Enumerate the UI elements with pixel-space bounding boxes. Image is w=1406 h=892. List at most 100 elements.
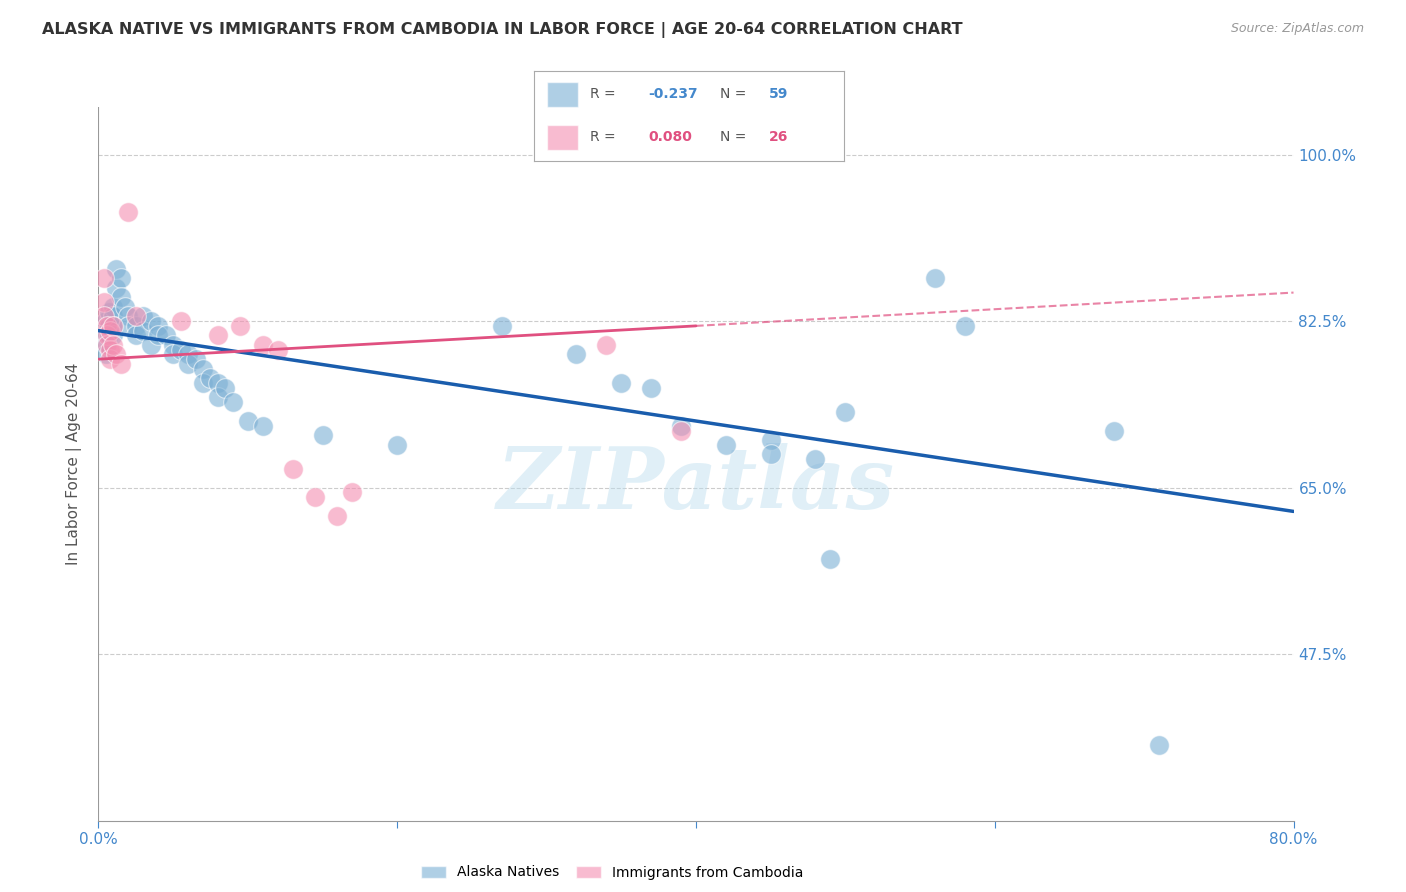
Point bbox=[184, 352, 207, 367]
Point bbox=[97, 318, 120, 333]
FancyBboxPatch shape bbox=[547, 125, 578, 150]
Point bbox=[311, 428, 333, 442]
Text: N =: N = bbox=[720, 130, 751, 144]
Text: Source: ZipAtlas.com: Source: ZipAtlas.com bbox=[1230, 22, 1364, 36]
Point bbox=[132, 310, 155, 324]
Text: N =: N = bbox=[720, 87, 751, 101]
Point bbox=[759, 433, 782, 447]
Point bbox=[110, 271, 132, 285]
Point bbox=[155, 328, 177, 343]
Text: ZIPatlas: ZIPatlas bbox=[496, 443, 896, 527]
Legend: Alaska Natives, Immigrants from Cambodia: Alaska Natives, Immigrants from Cambodia bbox=[416, 860, 808, 885]
Point bbox=[103, 338, 125, 352]
Point bbox=[125, 310, 148, 324]
Point bbox=[110, 290, 132, 304]
Point bbox=[125, 318, 148, 333]
Point bbox=[96, 318, 118, 333]
Point bbox=[304, 490, 326, 504]
Point bbox=[207, 376, 229, 390]
Point bbox=[252, 338, 274, 352]
FancyBboxPatch shape bbox=[547, 82, 578, 107]
Point bbox=[214, 381, 236, 395]
Point bbox=[267, 343, 290, 357]
Point bbox=[169, 343, 191, 357]
Point bbox=[953, 318, 976, 333]
Point bbox=[100, 324, 122, 338]
Point bbox=[207, 390, 229, 404]
Point bbox=[162, 347, 184, 361]
Point bbox=[97, 328, 120, 343]
Point bbox=[94, 347, 117, 361]
Point bbox=[117, 310, 139, 324]
Point bbox=[714, 438, 737, 452]
Point bbox=[105, 347, 128, 361]
Text: 26: 26 bbox=[769, 130, 789, 144]
Point bbox=[342, 485, 364, 500]
Point bbox=[252, 418, 274, 433]
Point bbox=[94, 338, 117, 352]
Point bbox=[229, 318, 252, 333]
Point bbox=[191, 361, 214, 376]
Text: 0.080: 0.080 bbox=[648, 130, 693, 144]
Y-axis label: In Labor Force | Age 20-64: In Labor Force | Age 20-64 bbox=[66, 363, 83, 565]
Point bbox=[114, 300, 136, 314]
Point bbox=[148, 318, 170, 333]
Text: R =: R = bbox=[591, 87, 620, 101]
Point bbox=[191, 376, 214, 390]
Point bbox=[117, 204, 139, 219]
Point bbox=[103, 318, 125, 333]
Point bbox=[207, 328, 229, 343]
Point bbox=[93, 310, 115, 324]
Point bbox=[610, 376, 633, 390]
Point bbox=[491, 318, 513, 333]
Point bbox=[103, 328, 125, 343]
Point bbox=[93, 271, 115, 285]
Point bbox=[93, 295, 115, 310]
Point bbox=[103, 318, 125, 333]
Point bbox=[96, 338, 118, 352]
Point bbox=[565, 347, 588, 361]
Point bbox=[117, 318, 139, 333]
Point bbox=[162, 338, 184, 352]
Point bbox=[281, 461, 304, 475]
Point bbox=[595, 338, 617, 352]
Point bbox=[236, 414, 259, 428]
Point bbox=[222, 395, 245, 409]
Point bbox=[103, 300, 125, 314]
Point bbox=[177, 357, 200, 371]
Point bbox=[100, 343, 122, 357]
Point bbox=[100, 352, 122, 367]
Point bbox=[96, 328, 118, 343]
Point bbox=[105, 261, 128, 276]
Point bbox=[924, 271, 946, 285]
Text: -0.237: -0.237 bbox=[648, 87, 699, 101]
Text: ALASKA NATIVE VS IMMIGRANTS FROM CAMBODIA IN LABOR FORCE | AGE 20-64 CORRELATION: ALASKA NATIVE VS IMMIGRANTS FROM CAMBODI… bbox=[42, 22, 963, 38]
Point bbox=[148, 328, 170, 343]
Point bbox=[177, 347, 200, 361]
Point bbox=[1104, 424, 1126, 438]
Point bbox=[759, 447, 782, 461]
Point bbox=[640, 381, 662, 395]
Point bbox=[1147, 738, 1170, 752]
Point bbox=[105, 281, 128, 295]
Point bbox=[132, 324, 155, 338]
Point bbox=[125, 328, 148, 343]
Point bbox=[804, 452, 827, 467]
Point bbox=[200, 371, 222, 385]
Point bbox=[139, 338, 162, 352]
Point bbox=[110, 357, 132, 371]
Point bbox=[669, 424, 692, 438]
Point bbox=[669, 418, 692, 433]
Point bbox=[820, 552, 842, 566]
Text: R =: R = bbox=[591, 130, 620, 144]
Point bbox=[385, 438, 409, 452]
Point bbox=[94, 314, 117, 328]
Point bbox=[97, 304, 120, 318]
Point bbox=[169, 314, 191, 328]
Point bbox=[139, 314, 162, 328]
Point bbox=[326, 509, 349, 524]
Point bbox=[94, 328, 117, 343]
Point bbox=[103, 310, 125, 324]
Text: 59: 59 bbox=[769, 87, 789, 101]
Point bbox=[834, 404, 856, 418]
